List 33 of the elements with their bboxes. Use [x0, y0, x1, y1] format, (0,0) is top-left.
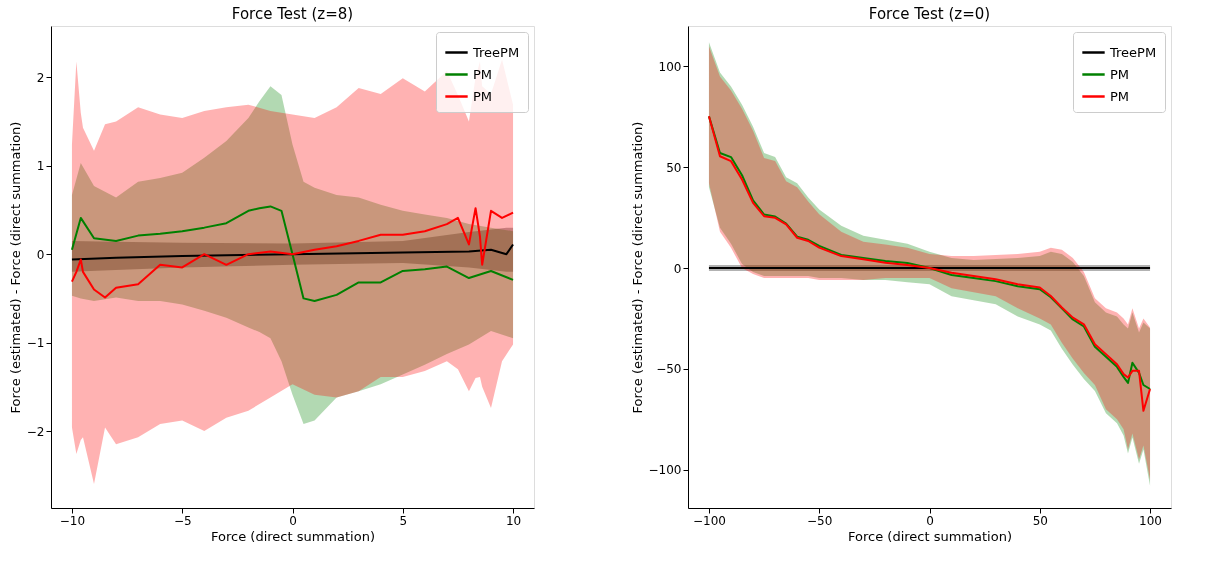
y-tick-label: 0 [36, 247, 45, 262]
line-series [70, 243, 515, 261]
x-axis-title: Force (direct summation) [848, 528, 1012, 544]
x-tick-label: −50 [807, 513, 833, 528]
x-tick-label: −5 [173, 513, 192, 528]
y-tick-label: −100 [648, 463, 682, 478]
y-tick-label: 50 [666, 160, 682, 175]
y-axis-title: Force (estimated) - Force (direct summation) [7, 121, 23, 414]
x-tick-label: 5 [399, 513, 408, 528]
legend-label: PM [1110, 88, 1130, 104]
x-tick-label: 10 [505, 513, 522, 528]
y-axis-title: Force (estimated) - Force (direct summation) [629, 121, 645, 414]
y-tick-label: 0 [673, 261, 682, 276]
x-tick-label: 100 [1139, 513, 1162, 528]
legend-label: TreePM [472, 44, 520, 60]
y-tick-label: 1 [36, 159, 45, 174]
chart-title: Force Test (z=0) [868, 5, 991, 23]
x-tick-label: 0 [926, 513, 934, 528]
x-tick-label: −10 [59, 513, 86, 528]
y-tick-label: 100 [658, 59, 682, 74]
x-axis-title: Force (direct summation) [211, 528, 375, 544]
legend-label: PM [473, 66, 493, 82]
legend-label: PM [1110, 66, 1130, 82]
x-tick-label: −100 [692, 513, 726, 528]
legend-label: PM [473, 88, 493, 104]
x-tick-label: 0 [289, 513, 297, 528]
legend-label: TreePM [1109, 44, 1157, 60]
chart-title: Force Test (z=8) [231, 5, 354, 23]
y-tick-label: −2 [26, 424, 45, 439]
y-tick-label: −50 [656, 362, 682, 377]
x-tick-label: 50 [1032, 513, 1048, 528]
y-tick-label: 2 [36, 70, 45, 85]
y-tick-label: −1 [26, 336, 45, 351]
